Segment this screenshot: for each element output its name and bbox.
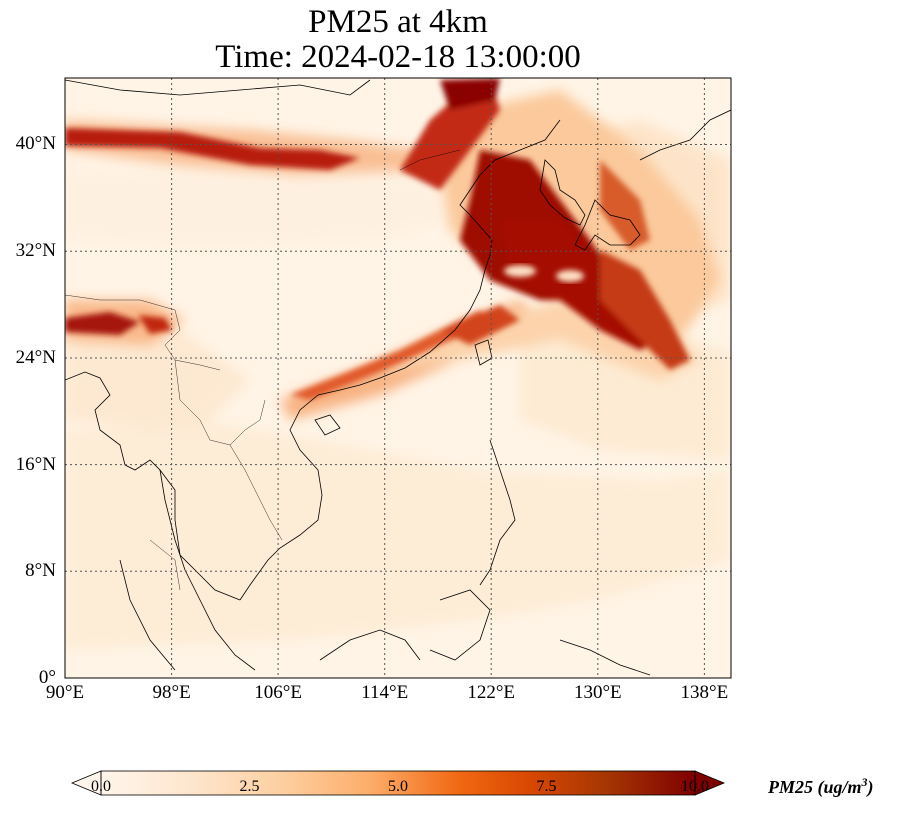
map-title-line2: Time: 2024-02-18 13:00:00 xyxy=(215,39,581,75)
map-title-line1: PM25 at 4km xyxy=(308,4,488,40)
colorbar-tick-label: 10.0 xyxy=(681,778,709,795)
country-borders xyxy=(65,149,461,591)
colorbar xyxy=(70,770,726,796)
lat-tick-label: 0° xyxy=(38,667,56,688)
colorbar-tick-label: 0.0 xyxy=(91,778,111,795)
colorbar-tick-label: 7.5 xyxy=(536,778,557,795)
colorbar-tick-label: 5.0 xyxy=(388,778,408,795)
lon-tick-label: 138°E xyxy=(680,682,729,703)
lon-tick-label: 122°E xyxy=(467,682,516,703)
pm25-field xyxy=(65,78,731,678)
lat-tick-label: 32°N xyxy=(15,240,56,261)
colorbar-label-exponent: 3 xyxy=(861,775,868,789)
lat-tick-label: 40°N xyxy=(15,133,56,154)
lat-tick-label: 24°N xyxy=(15,347,56,368)
map-frame xyxy=(64,77,732,679)
coastlines xyxy=(65,79,731,676)
lon-tick-label: 130°E xyxy=(573,682,622,703)
colorbar-label-close: ) xyxy=(867,777,874,797)
lat-tick-label: 16°N xyxy=(15,454,56,475)
lon-tick-label: 98°E xyxy=(152,682,191,703)
lon-tick-label: 90°E xyxy=(45,682,85,703)
colorbar-tick-label: 2.5 xyxy=(239,778,260,795)
colorbar-label: PM25 (ug/m3) xyxy=(768,775,874,798)
colorbar-label-text: PM25 (ug/m xyxy=(768,777,862,797)
lon-tick-label: 114°E xyxy=(361,682,409,703)
gridlines xyxy=(65,78,731,678)
lon-tick-label: 106°E xyxy=(254,682,302,703)
lat-tick-label: 8°N xyxy=(25,560,56,581)
